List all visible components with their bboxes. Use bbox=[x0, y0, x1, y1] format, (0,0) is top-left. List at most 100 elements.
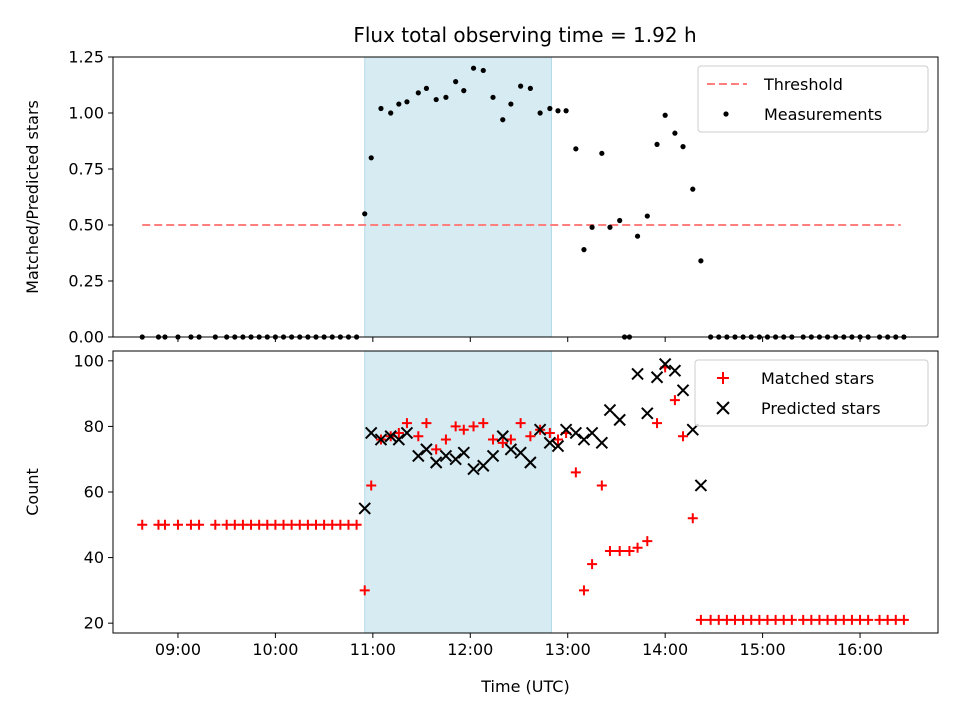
measurement-point bbox=[527, 85, 533, 91]
matched-star-point bbox=[137, 519, 148, 530]
y-tick-label: 0.25 bbox=[68, 272, 104, 291]
predicted-star-point bbox=[551, 439, 565, 453]
predicted-star-point bbox=[358, 502, 371, 515]
matched-star-point bbox=[421, 418, 432, 429]
x-tick-label: 09:00 bbox=[155, 640, 201, 659]
predicted-star-point bbox=[595, 436, 609, 450]
predicted-star-point bbox=[694, 479, 708, 492]
chart-title: Flux total observing time = 1.92 h bbox=[353, 23, 696, 47]
matched-star-point bbox=[497, 437, 508, 448]
panel-1: 0.00 0.25 0.50 0.75 1.00 1.25 Matched/Predicte… bbox=[23, 48, 939, 347]
measurement-point bbox=[415, 90, 421, 96]
matched-star-point bbox=[678, 431, 689, 442]
measurement-point bbox=[396, 101, 402, 107]
x-tick-label: 13:00 bbox=[545, 640, 591, 659]
y-tick-label: 1.00 bbox=[68, 104, 104, 123]
predicted-star-point bbox=[533, 423, 547, 436]
matched-star-point bbox=[505, 434, 516, 445]
matched-star-point bbox=[194, 519, 205, 530]
measurement-point bbox=[698, 258, 704, 264]
matched-star-point bbox=[431, 444, 442, 455]
measurement-point bbox=[662, 112, 668, 118]
legend-box bbox=[697, 65, 929, 133]
predicted-star-point bbox=[569, 426, 583, 440]
measurement-point bbox=[547, 105, 553, 112]
matched-star-point bbox=[652, 418, 663, 429]
x-tick-label: 14:00 bbox=[642, 640, 688, 659]
matched-star-point bbox=[596, 480, 607, 491]
observing-span bbox=[364, 56, 552, 338]
predicted-star-point bbox=[631, 367, 644, 381]
measurement-point bbox=[404, 99, 410, 105]
predicted-star-point bbox=[514, 446, 527, 459]
predicted-star-point bbox=[412, 449, 425, 463]
matched-star-point bbox=[786, 614, 797, 625]
matched-star-point bbox=[863, 614, 874, 625]
matched-star-point bbox=[359, 585, 370, 596]
predicted-star-point bbox=[613, 413, 626, 427]
matched-star-point bbox=[544, 427, 555, 438]
measurement-point bbox=[453, 79, 459, 85]
measurement-point bbox=[378, 105, 384, 112]
predicted-star-point bbox=[384, 430, 397, 443]
matched-star-point bbox=[351, 519, 362, 530]
measurement-point bbox=[589, 224, 595, 230]
measurement-point bbox=[599, 150, 605, 156]
predicted-star-point bbox=[365, 426, 378, 440]
predicted-star-point bbox=[392, 433, 406, 446]
predicted-star-point bbox=[603, 403, 617, 417]
matched-star-point bbox=[488, 434, 499, 445]
y-tick-label: 100 bbox=[73, 351, 104, 370]
legend-matched-swatch bbox=[717, 372, 729, 384]
measurement-point bbox=[461, 88, 467, 94]
predicted-star-point bbox=[676, 384, 690, 397]
predicted-star-point bbox=[374, 433, 388, 446]
measurement-point bbox=[537, 110, 543, 116]
matched-star-point bbox=[642, 536, 653, 547]
predicted-star-point bbox=[439, 449, 453, 463]
matched-star-point bbox=[210, 519, 221, 530]
matched-star-point bbox=[624, 546, 635, 557]
matched-star-point bbox=[515, 418, 526, 429]
predicted-star-point bbox=[641, 407, 654, 420]
matched-star-point bbox=[401, 418, 412, 429]
measurement-point bbox=[508, 101, 514, 107]
measurement-point bbox=[573, 146, 579, 152]
measurement-point bbox=[634, 233, 641, 239]
measurement-point bbox=[654, 141, 660, 147]
matched-star-point bbox=[614, 546, 625, 557]
measurement-point bbox=[690, 186, 696, 192]
matched-star-point bbox=[468, 421, 479, 432]
measurement-point bbox=[607, 224, 613, 230]
predicted-star-point bbox=[400, 426, 414, 440]
measurement-point bbox=[581, 247, 587, 253]
matched-star-point bbox=[578, 585, 589, 596]
x-tick-label: 16:00 bbox=[837, 640, 883, 659]
legend-predicted-swatch bbox=[716, 401, 730, 415]
predicted-star-point bbox=[457, 446, 470, 459]
measurement-point bbox=[388, 110, 394, 116]
matched-star-point bbox=[440, 434, 451, 445]
x-tick-label: 15:00 bbox=[740, 640, 786, 659]
legend-box bbox=[694, 359, 929, 427]
y-tick-label: 1.25 bbox=[68, 48, 104, 67]
matched-star-point bbox=[366, 480, 377, 491]
matched-star-point bbox=[159, 519, 170, 530]
predicted-star-point bbox=[467, 462, 480, 476]
measurement-point bbox=[480, 67, 486, 74]
predicted-star-point bbox=[585, 426, 599, 440]
predicted-star-point bbox=[543, 436, 557, 450]
predicted-star-point bbox=[486, 449, 500, 463]
matched-star-point bbox=[695, 614, 706, 625]
measurement-point bbox=[490, 94, 496, 100]
measurement-point bbox=[680, 144, 686, 150]
matched-star-point bbox=[525, 431, 536, 442]
x-tick-label: 11:00 bbox=[350, 640, 396, 659]
y-tick-label: 0.00 bbox=[68, 328, 104, 347]
measurement-point bbox=[362, 211, 368, 217]
matched-star-point bbox=[172, 519, 183, 530]
legend: Threshold Measurements bbox=[697, 65, 929, 133]
y-tick-label: 0.50 bbox=[68, 216, 104, 235]
measurement-point bbox=[644, 213, 650, 219]
observing-span bbox=[364, 350, 552, 634]
